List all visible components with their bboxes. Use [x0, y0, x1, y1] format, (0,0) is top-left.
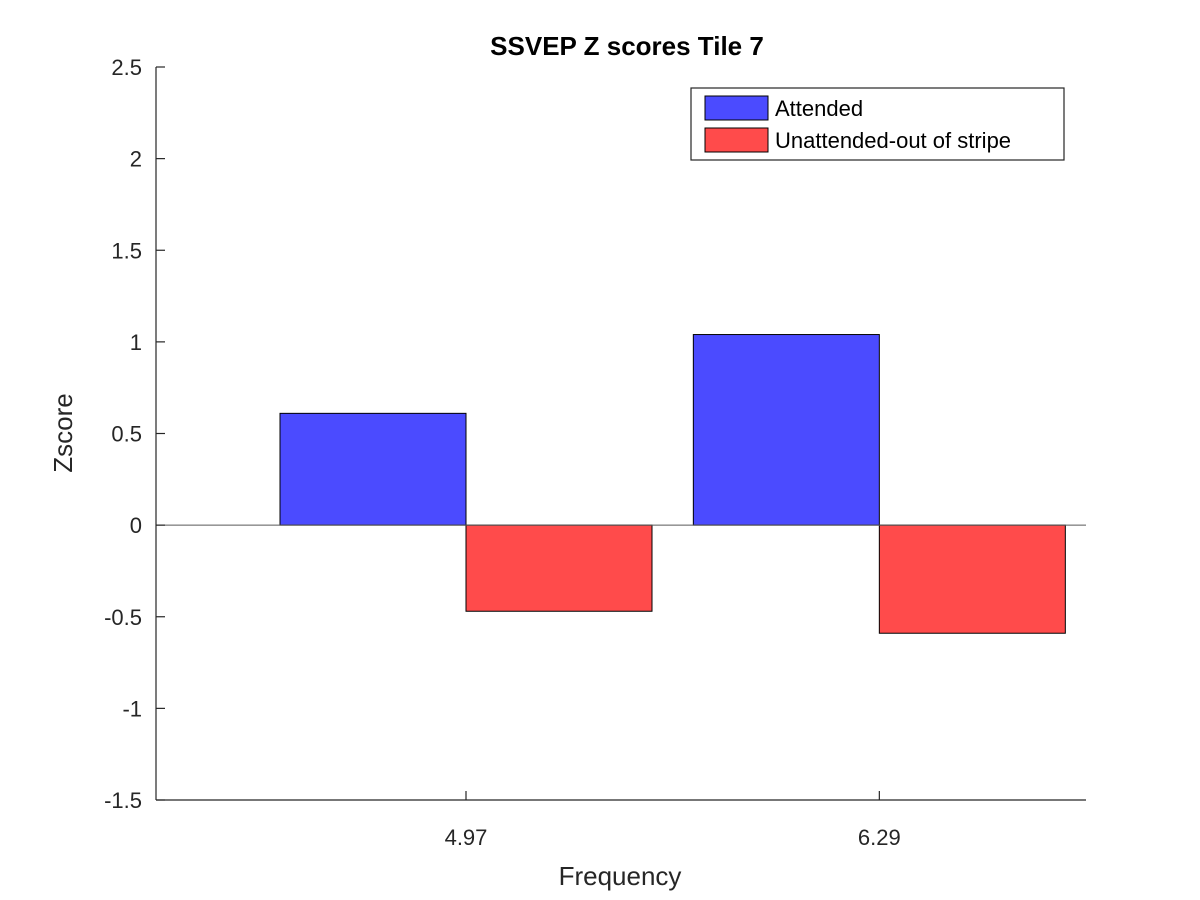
legend: Attended Unattended-out of stripe: [690, 87, 1065, 161]
y-tick-label: 1: [130, 330, 142, 355]
x-tick-label: 6.29: [858, 825, 901, 850]
y-tick-label: -1: [122, 696, 142, 721]
x-axis-title: Frequency: [559, 861, 682, 891]
legend-label: Attended: [775, 96, 863, 121]
bar-unattended-out-of-stripe-4-97: [465, 524, 653, 612]
y-tick-label: -0.5: [104, 605, 142, 630]
bar-unattended-out-of-stripe-6-29: [878, 524, 1066, 634]
y-tick-label: 1.5: [111, 238, 142, 263]
bar-attended-6-29: [692, 334, 880, 526]
y-tick-label: 2.5: [111, 55, 142, 80]
chart-title: SSVEP Z scores Tile 7: [490, 31, 764, 61]
legend-swatch: [704, 95, 769, 121]
y-tick-label: 0.5: [111, 422, 142, 447]
y-axis-title: Zscore: [48, 393, 78, 472]
axes-group: -1.5 -1 -0.5 0 0.5 1 1.5 2 2.5 4.97 6.29: [104, 55, 1086, 850]
bars-group: [279, 334, 1066, 634]
bar-attended-4-97: [279, 412, 467, 526]
y-tick-label: -1.5: [104, 788, 142, 813]
y-tick-label: 0: [130, 513, 142, 538]
legend-swatch: [704, 127, 769, 153]
x-tick-label: 4.97: [445, 825, 488, 850]
y-tick-label: 2: [130, 147, 142, 172]
legend-label: Unattended-out of stripe: [775, 128, 1011, 153]
